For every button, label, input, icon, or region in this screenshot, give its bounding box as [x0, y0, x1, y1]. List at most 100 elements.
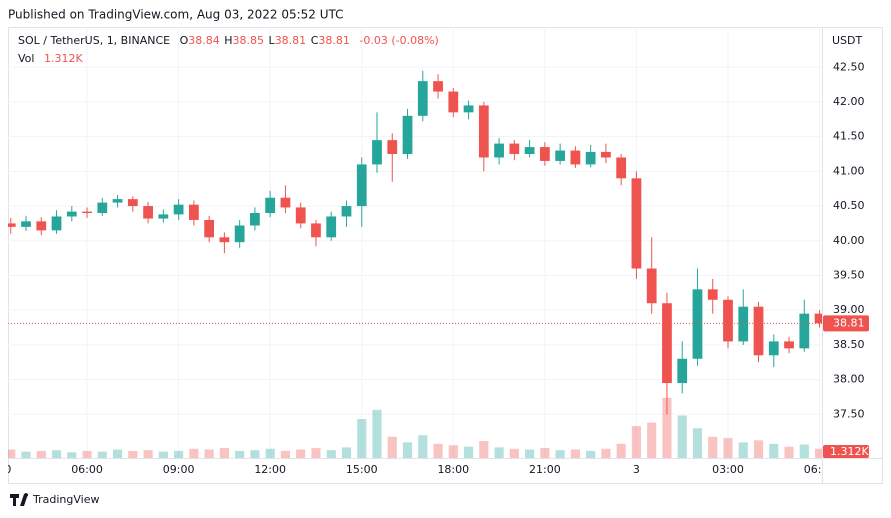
volume-bar [250, 450, 260, 458]
y-tick-label: 41.00 [833, 164, 865, 177]
candle-body [326, 216, 337, 238]
legend-open: 38.84 [188, 34, 220, 47]
volume-bar [616, 443, 626, 458]
x-tick-label: 12:00 [254, 463, 286, 476]
candle-body [723, 299, 733, 342]
candle-body [280, 197, 291, 208]
volume-bar [540, 448, 550, 458]
legend-c: C [311, 34, 319, 47]
volume-bar [677, 415, 687, 458]
volume-bar [433, 443, 443, 458]
x-tick-label: 03:00 [712, 463, 744, 476]
volume-bar [36, 450, 46, 458]
volume-bar [204, 449, 214, 458]
volume-bar [647, 422, 657, 458]
legend-high: 38.85 [233, 34, 265, 47]
y-tick-label: 38.00 [833, 373, 865, 386]
volume-bar [586, 450, 596, 458]
currency-label: USDT [832, 34, 863, 47]
candle-body [356, 164, 367, 207]
candle-body [631, 178, 642, 269]
candle-body [448, 91, 459, 113]
candle-body [250, 213, 260, 226]
candle-body [799, 313, 810, 349]
footer-logo[interactable]: TradingView [10, 493, 99, 506]
footer-brand[interactable]: TradingView [32, 493, 99, 506]
candle-body [158, 214, 169, 219]
candle-body [234, 225, 245, 243]
volume-bar [814, 448, 822, 458]
volume-bar [219, 448, 229, 458]
last-price-text: 38.81 [833, 316, 865, 329]
volume-bar [311, 448, 321, 458]
vol-value: 1.312K [44, 52, 83, 65]
candle-body [814, 313, 822, 324]
candle-body [677, 358, 688, 384]
volume-bar [387, 436, 397, 458]
candle-body [97, 202, 108, 214]
candle-body [784, 341, 794, 349]
candle-body [127, 199, 138, 207]
volume-bar [357, 419, 367, 458]
volume-bar [753, 440, 764, 458]
volume-tag-text: 1.312K [830, 445, 869, 458]
volume-bar [601, 448, 611, 458]
candle-body [570, 150, 581, 165]
candle-body [204, 219, 215, 238]
volume-bar [326, 450, 336, 458]
y-tick-label: 39.50 [833, 268, 865, 281]
candle-body [387, 140, 398, 155]
x-tick-label: 3 [633, 463, 640, 476]
volume-bar [448, 445, 458, 458]
candle-body [417, 81, 428, 116]
volume-bar [67, 452, 77, 458]
volume-bar [662, 397, 672, 458]
candle-body [707, 289, 718, 300]
volume-bar [708, 436, 718, 458]
candle-body [173, 204, 184, 215]
y-tick-label: 42.50 [833, 60, 865, 73]
candle-body [494, 143, 504, 158]
candle-body [601, 151, 611, 158]
volume-tag [823, 445, 869, 458]
candle-body [82, 211, 92, 214]
volume-bar [296, 449, 306, 458]
candle-body [402, 115, 413, 155]
volume-bar [631, 426, 642, 458]
chart-frame [8, 27, 883, 484]
candle-body [219, 237, 230, 243]
legend-o: O [180, 34, 189, 47]
candle-body [66, 211, 77, 217]
volume-bar [738, 442, 748, 458]
y-tick-label: 42.00 [833, 95, 865, 108]
candle-body [8, 223, 16, 227]
volume-bar [82, 450, 92, 458]
legend-volume: Vol 1.312K [18, 52, 83, 65]
candle-body [478, 105, 489, 158]
y-tick-label: 40.50 [833, 199, 865, 212]
y-tick-label: 38.50 [833, 338, 865, 351]
candle-body [738, 306, 749, 342]
y-tick-label: 40.00 [833, 234, 865, 247]
volume-bar [189, 448, 199, 458]
last-price-tag [823, 315, 869, 332]
x-tick-label: 03:00 [0, 463, 11, 476]
volume-bar [21, 451, 31, 458]
candle-body [112, 199, 123, 203]
volume-bar [799, 444, 809, 458]
x-tick-label: 21:00 [529, 463, 561, 476]
volume-bar [463, 446, 474, 458]
candle-body [463, 105, 474, 113]
candle-body [51, 216, 62, 231]
candle-body [768, 341, 779, 356]
volume-bar [479, 441, 489, 458]
volume-bar [723, 438, 733, 458]
candle-body [585, 151, 596, 165]
y-tick-label: 39.00 [833, 303, 865, 316]
x-tick-label: 18:00 [437, 463, 469, 476]
volume-bar [509, 448, 519, 458]
volume-bar [418, 435, 428, 458]
x-tick-label: 09:00 [163, 463, 195, 476]
candle-body [616, 157, 627, 179]
candle-body [646, 268, 657, 304]
